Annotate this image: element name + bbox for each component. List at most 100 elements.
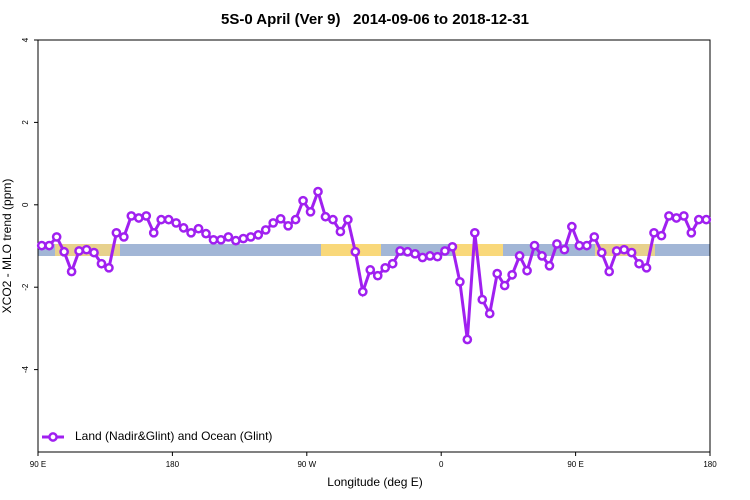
data-point <box>469 227 480 238</box>
data-point <box>335 226 346 237</box>
land-band <box>455 244 503 256</box>
data-point <box>275 213 286 224</box>
data-point <box>74 246 84 256</box>
data-point <box>499 280 510 291</box>
data-line <box>41 186 707 340</box>
data-point <box>522 265 532 276</box>
data-point <box>350 246 361 257</box>
y-axis-label: XCO2 - MLO trend (ppm) <box>0 179 14 314</box>
data-point <box>59 246 69 257</box>
data-point <box>410 248 420 259</box>
y-tick-label: 2 <box>21 120 30 125</box>
data-point <box>201 228 211 239</box>
data-point <box>604 266 615 277</box>
data-point <box>81 244 92 255</box>
data-point <box>104 262 114 273</box>
data-point <box>589 232 600 242</box>
data-point <box>111 227 122 238</box>
data-point <box>686 227 697 238</box>
data-point <box>634 258 644 269</box>
data-point <box>440 246 450 256</box>
legend-marker <box>48 432 58 442</box>
data-point <box>156 214 167 225</box>
chart-title: 5S-0 April (Ver 9) 2014-09-06 to 2018-12… <box>221 11 529 28</box>
data-point <box>447 241 458 252</box>
data-point <box>171 218 181 228</box>
data-point <box>119 232 129 242</box>
data-point <box>626 247 637 258</box>
data-point <box>253 230 264 240</box>
x-tick-label: 90 E <box>567 460 583 469</box>
data-point <box>51 232 62 242</box>
data-point <box>357 286 368 297</box>
data-point <box>492 268 503 279</box>
data-point <box>544 260 555 271</box>
data-point <box>343 214 353 225</box>
data-point <box>402 246 413 257</box>
y-tick-label: 4 <box>21 37 30 42</box>
data-point <box>671 213 682 223</box>
data-point <box>619 244 629 255</box>
data-point <box>238 233 249 244</box>
data-point <box>611 246 622 256</box>
data-point <box>133 213 144 223</box>
data-point <box>283 220 293 231</box>
data-point <box>186 227 196 238</box>
data-point <box>223 232 234 242</box>
data-point <box>260 225 271 235</box>
data-point <box>656 230 667 241</box>
x-tick-label: 0 <box>439 460 444 469</box>
data-point <box>387 258 398 269</box>
data-point <box>290 214 301 225</box>
data-point <box>380 262 391 273</box>
data-point <box>148 227 159 238</box>
data-point <box>417 252 428 263</box>
data-point <box>559 244 570 255</box>
data-point <box>216 234 226 245</box>
data-point <box>126 211 137 221</box>
data-point <box>141 211 152 221</box>
data-point <box>305 206 316 217</box>
data-point <box>581 240 592 251</box>
data-point <box>664 211 674 221</box>
data-point <box>455 276 465 287</box>
data-point <box>693 214 704 225</box>
data-point <box>425 251 435 261</box>
data-point <box>66 266 77 277</box>
data-point <box>320 211 331 222</box>
data-point <box>462 334 473 345</box>
data-point <box>44 240 55 251</box>
x-tick-label: 180 <box>703 460 717 469</box>
data-point <box>641 262 652 273</box>
data-point <box>432 251 443 262</box>
data-point <box>514 251 525 261</box>
data-point <box>313 186 323 197</box>
data-point <box>477 294 488 305</box>
y-tick-label: -4 <box>21 365 30 373</box>
data-point <box>298 195 308 206</box>
data-point <box>552 239 562 249</box>
data-point <box>679 211 689 221</box>
data-point <box>567 221 577 232</box>
data-point <box>649 227 659 238</box>
data-point <box>507 269 517 280</box>
legend-label: Land (Nadir&Glint) and Ocean (Glint) <box>75 429 272 443</box>
data-point <box>163 214 174 225</box>
data-point <box>395 246 405 256</box>
data-point <box>484 308 495 319</box>
data-point <box>596 247 607 258</box>
data-point <box>537 251 547 261</box>
data-point <box>96 258 107 269</box>
data-point <box>89 247 99 258</box>
data-point <box>701 214 712 225</box>
x-tick-label: 90 W <box>297 460 316 469</box>
x-axis-label: Longitude (deg E) <box>327 475 422 489</box>
surface-band <box>38 244 710 256</box>
data-point <box>36 240 47 251</box>
y-tick-label: -2 <box>21 283 30 291</box>
data-point <box>245 232 256 242</box>
y-tick-label: 0 <box>21 202 30 207</box>
data-point <box>208 234 219 245</box>
data-point <box>193 223 204 234</box>
